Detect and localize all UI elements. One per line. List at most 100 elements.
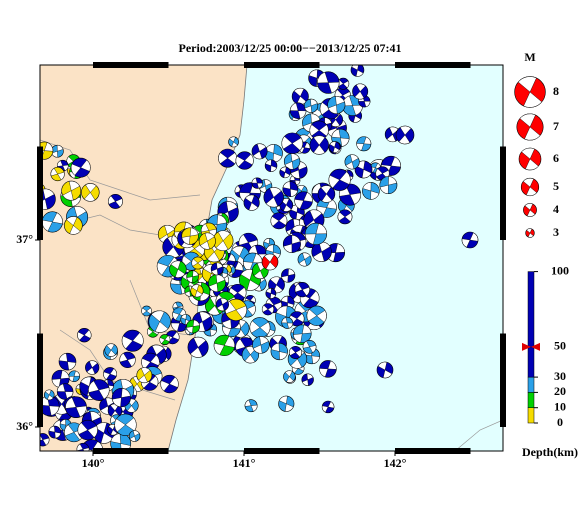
event: [282, 234, 301, 253]
ball-dilatation: [281, 136, 303, 151]
event: [77, 327, 92, 343]
event: [228, 136, 239, 148]
event: [244, 399, 258, 413]
legend-ball: [516, 113, 544, 141]
event: [212, 230, 234, 252]
lon-tick-label: 142°: [384, 456, 407, 470]
ball-dilatation: [77, 329, 92, 341]
event: [40, 433, 50, 447]
event: [283, 153, 301, 170]
event: [261, 303, 275, 316]
legend-label: 8: [553, 84, 559, 98]
event: [352, 83, 369, 100]
ball-dilatation: [461, 232, 479, 248]
event: [354, 160, 373, 179]
event: [169, 260, 187, 278]
event: [114, 413, 137, 436]
ball-dilatation: [317, 71, 340, 94]
ball-dilatation: [159, 335, 171, 344]
frame-bar: [93, 62, 169, 68]
event: [316, 197, 337, 218]
event: [128, 430, 141, 442]
frame-bar: [500, 333, 506, 427]
ball-dilatation: [50, 167, 65, 181]
event: [328, 168, 351, 191]
ball-dilatation: [244, 399, 258, 412]
ball-dilatation: [519, 113, 541, 141]
event: [350, 65, 365, 77]
ball-dilatation: [112, 388, 131, 408]
event: [281, 132, 304, 155]
legend-label: 6: [553, 151, 559, 165]
event: [104, 343, 118, 357]
legend-title: M: [524, 50, 535, 64]
event: [243, 194, 260, 211]
ball-dilatation: [191, 284, 203, 298]
ball-dilatation: [320, 185, 333, 203]
ball-dilatation: [66, 216, 81, 235]
ball-dilatation: [379, 176, 397, 194]
ball-dilatation: [265, 187, 282, 208]
ball-dilatation: [281, 317, 294, 329]
ball-dilatation: [262, 304, 274, 314]
event: [344, 154, 360, 170]
event: [88, 379, 110, 401]
ball-dilatation: [251, 177, 263, 189]
frame-bar: [37, 333, 43, 427]
event: [121, 329, 144, 352]
event: [251, 143, 268, 160]
ball-dilatation: [114, 417, 137, 433]
frame-bar: [500, 146, 506, 240]
legend-ball: [525, 228, 535, 238]
ball-dilatation: [170, 260, 186, 278]
ball-dilatation: [294, 283, 310, 296]
ball-dilatation: [191, 258, 205, 268]
event: [43, 389, 55, 401]
colorbar-segment: [527, 271, 535, 348]
ball-dilatation: [213, 335, 235, 355]
lon-tick-label: 140°: [82, 456, 105, 470]
colorbar-segment: [527, 407, 535, 424]
event: [461, 231, 479, 249]
ball-dilatation: [211, 262, 224, 276]
event: [321, 400, 335, 414]
event: [190, 284, 204, 298]
ball-dilatation: [280, 166, 291, 178]
event: [289, 346, 303, 360]
event: [68, 370, 80, 382]
event: [141, 305, 152, 317]
ball-dilatation: [398, 125, 412, 145]
ball-dilatation: [302, 340, 317, 353]
ball-dilatation: [151, 310, 169, 333]
event: [379, 176, 398, 195]
ball-dilatation: [284, 370, 294, 383]
legend-label: 7: [553, 119, 559, 133]
ball-dilatation: [57, 160, 69, 172]
event: [224, 298, 248, 321]
event: [395, 125, 415, 145]
frame-bar: [93, 448, 169, 454]
ball-dilatation: [294, 192, 313, 210]
event: [251, 177, 263, 189]
ball-dilatation: [377, 361, 393, 379]
event: [111, 388, 131, 408]
event: [311, 241, 332, 262]
ball-dilatation: [337, 211, 353, 222]
ball-dilatation: [362, 182, 380, 200]
ball-dilatation: [319, 360, 337, 378]
ball-dilatation: [265, 288, 276, 299]
ball-dilatation: [345, 154, 359, 170]
ball-dilatation: [65, 397, 87, 418]
event: [160, 374, 179, 394]
event: [362, 182, 380, 200]
ball-dilatation: [356, 136, 372, 151]
legend-label: 5: [553, 179, 559, 193]
event: [210, 262, 224, 276]
ball-dilatation: [245, 194, 259, 211]
ball-dilatation: [270, 215, 288, 227]
colorbar-label: 100: [551, 263, 569, 277]
ball-dilatation: [270, 342, 288, 361]
event: [107, 403, 123, 418]
ball-dilatation: [48, 425, 61, 439]
event: [264, 144, 283, 163]
